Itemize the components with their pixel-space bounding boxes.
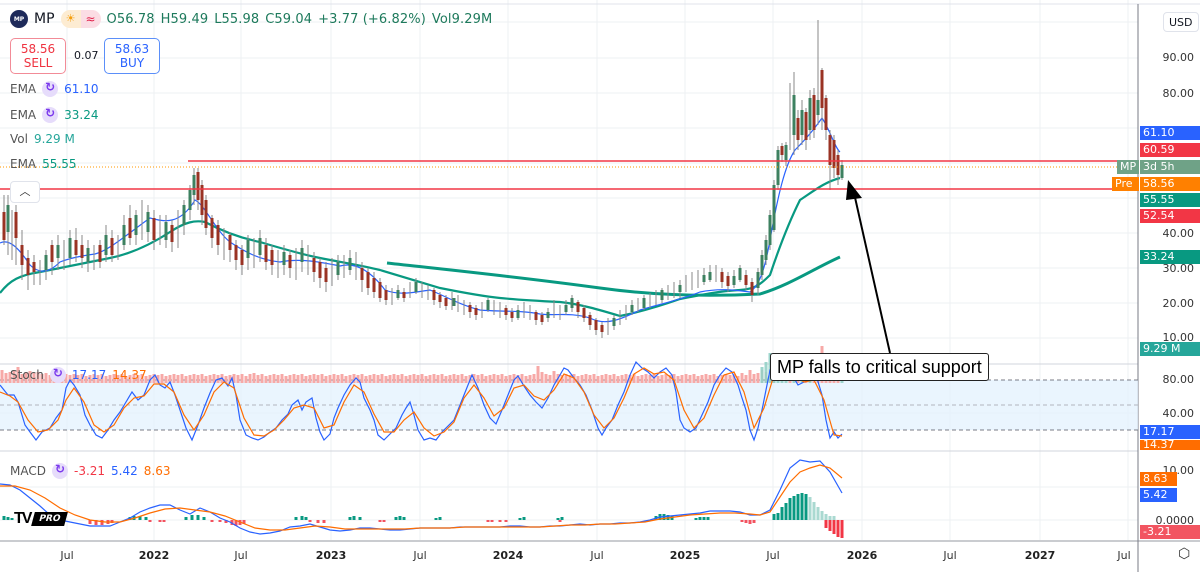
- ema-slow-price-tag: 33.24: [1140, 250, 1200, 264]
- symbol-name[interactable]: MP: [34, 11, 55, 27]
- buy-label: BUY: [119, 56, 145, 70]
- candlesticks: [2, 20, 844, 338]
- ohlc-change: +3.77 (+6.82%): [318, 11, 426, 27]
- ohlc-volume: Vol9.29M: [431, 11, 493, 27]
- price-tick: 30.00: [1162, 262, 1195, 275]
- legend-ema-slow[interactable]: EMA 33.24: [10, 106, 99, 123]
- collapse-legend-button[interactable]: ︿: [10, 181, 40, 203]
- price-tick: 90.00: [1162, 51, 1195, 64]
- company-logo[interactable]: MP: [10, 10, 28, 28]
- grid: [0, 0, 1138, 540]
- time-tick: 2025: [669, 549, 701, 562]
- ema-label: EMA: [10, 157, 37, 171]
- time-tick: 2026: [846, 549, 878, 562]
- resistance-price-tag: 60.59: [1140, 143, 1200, 157]
- buy-button[interactable]: 58.63 BUY: [104, 38, 160, 74]
- ema-fast-value: 61.10: [64, 82, 99, 96]
- macd-tick: 0.0000: [1155, 514, 1195, 527]
- macd-histogram: [2, 493, 844, 538]
- vol-label: Vol: [10, 132, 28, 146]
- annotation-arrow: [846, 180, 891, 354]
- ema-mid-value: 55.55: [42, 157, 77, 171]
- time-tick: Jul: [943, 549, 957, 562]
- spread-value: 0.07: [74, 49, 99, 62]
- time-tick: 2027: [1024, 549, 1056, 562]
- sell-price: 58.56: [20, 42, 56, 56]
- ohlc-open: O56.78: [106, 11, 155, 27]
- stoch-tick: 80.00: [1162, 373, 1195, 386]
- stoch-k-value: 17.17: [71, 368, 107, 382]
- macd-hist-value: -3.21: [73, 464, 106, 478]
- volume-tag: 9.29 M: [1140, 342, 1200, 356]
- tradingview-logo: TV PRO: [14, 510, 69, 528]
- stoch-label: Stoch: [10, 368, 44, 382]
- refresh-icon[interactable]: [42, 106, 59, 123]
- stoch-d-tag: 14.37: [1140, 440, 1200, 450]
- ema-fast-price-tag: 61.10: [1140, 126, 1200, 140]
- vol-value: 9.29 M: [33, 132, 75, 146]
- price-tick: 20.00: [1162, 297, 1195, 310]
- stoch-k-tag: 17.17: [1140, 425, 1200, 439]
- macd-signal-line: [0, 464, 843, 531]
- sell-label: SELL: [23, 56, 53, 70]
- sun-icon[interactable]: ☀: [60, 10, 81, 28]
- buy-price: 58.63: [114, 42, 150, 56]
- macd-signal-value: 8.63: [143, 464, 171, 478]
- ohlc-high: H59.49: [160, 11, 209, 27]
- time-tick: Jul: [766, 549, 780, 562]
- stoch-tick: 40.00: [1162, 407, 1195, 420]
- macd-signal-tag: 8.63: [1140, 472, 1177, 486]
- chevron-up-icon: ︿: [19, 185, 31, 198]
- ema-label: EMA: [10, 108, 37, 122]
- price-tick: 40.00: [1162, 227, 1195, 240]
- time-tick: Jul: [60, 549, 74, 562]
- legend-stoch[interactable]: Stoch 17.17 14.37: [10, 366, 147, 383]
- time-tick: Jul: [234, 549, 248, 562]
- currency-selector[interactable]: USD: [1163, 12, 1199, 32]
- time-tick: Jul: [590, 549, 604, 562]
- refresh-icon[interactable]: [49, 366, 66, 383]
- macd-label: MACD: [10, 464, 46, 478]
- support-price-tag: 52.54: [1140, 209, 1200, 223]
- ohlc-close: C59.04: [265, 11, 313, 27]
- legend-volume[interactable]: Vol 9.29 M: [10, 132, 75, 146]
- tv-mark-icon: TV: [14, 510, 33, 527]
- refresh-icon[interactable]: [51, 462, 68, 479]
- ema-mid-price-tag: 55.55: [1140, 193, 1200, 207]
- time-tick: Jul: [1117, 549, 1131, 562]
- legend-macd[interactable]: MACD -3.21 5.42 8.63: [10, 462, 171, 479]
- refresh-icon[interactable]: [42, 80, 59, 97]
- currency-label: USD: [1169, 16, 1193, 29]
- time-tick: 2023: [315, 549, 347, 562]
- wave-icon[interactable]: ≈: [80, 10, 101, 28]
- countdown-tag: 3d 5h: [1140, 160, 1200, 174]
- time-tick: 2024: [492, 549, 524, 562]
- legend-ema-fast[interactable]: EMA 61.10: [10, 80, 99, 97]
- ohlc-low: L55.98: [214, 11, 260, 27]
- pro-badge: PRO: [31, 512, 69, 526]
- premarket-price-tag: 58.56: [1140, 177, 1200, 191]
- sell-button[interactable]: 58.56 SELL: [10, 38, 66, 74]
- macd-line-tag: 5.42: [1140, 488, 1177, 502]
- price-tick: 80.00: [1162, 87, 1195, 100]
- chart-settings-icon[interactable]: ⬡: [1178, 546, 1191, 562]
- macd-hist-tag: -3.21: [1140, 525, 1200, 539]
- ema-slow-value: 33.24: [64, 108, 99, 122]
- legend-ema-mid[interactable]: EMA 55.55: [10, 157, 77, 171]
- stoch-k-line: [0, 360, 843, 442]
- pre-market-tag: Pre: [1112, 177, 1139, 191]
- ema-slow-line: [386, 255, 841, 297]
- time-tick: Jul: [413, 549, 427, 562]
- symbol-header: MP MP ☀ ≈ O56.78 H59.49 L55.98 C59.04 +3…: [10, 10, 492, 28]
- time-tick: 2022: [138, 549, 170, 562]
- symbol-tag: MP: [1117, 160, 1139, 174]
- stoch-d-value: 14.37: [112, 368, 147, 382]
- ema-label: EMA: [10, 82, 37, 96]
- stoch-d-line: [0, 367, 843, 437]
- price-tick: 10.00: [1162, 331, 1195, 344]
- annotation-callout[interactable]: MP falls to critical support: [770, 353, 989, 381]
- session-badges[interactable]: ☀ ≈: [60, 10, 101, 28]
- macd-line-value: 5.42: [111, 464, 138, 478]
